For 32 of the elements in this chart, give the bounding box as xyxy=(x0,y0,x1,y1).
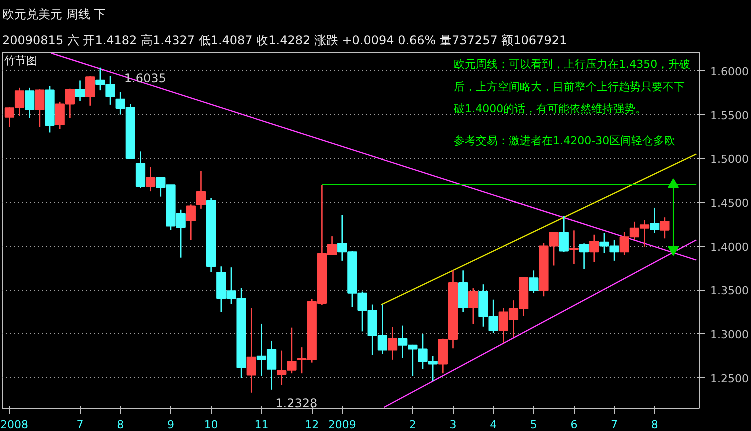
chart-subtitle: 20090815 六 开1.4182 高1.4327 低1.4087 收1.4282 涨跌 +0.0094 0.66% 量737257 额1067921 xyxy=(2,34,568,48)
annotation: 破1.4000的话，有可能依然维持强势。 xyxy=(453,102,647,116)
y-tick-label: 1.5500 xyxy=(710,109,749,122)
x-tick-label: 6 xyxy=(570,418,578,431)
y-tick-label: 1.5000 xyxy=(710,153,749,166)
annotation: 欧元周线：可以看到，上行压力在1.4350，升破 xyxy=(454,58,691,71)
x-tick-label: 2 xyxy=(409,418,416,431)
x-tick-label: 5 xyxy=(530,418,538,431)
annotation: 1.6035 xyxy=(124,71,166,86)
x-tick-label: 4 xyxy=(490,418,498,431)
x-tick-label: 7 xyxy=(611,418,618,431)
x-tick-label: 12 xyxy=(305,418,320,431)
y-tick-label: 1.3500 xyxy=(710,284,749,298)
annotation: 竹节图 xyxy=(4,54,38,68)
x-tick-label: 8 xyxy=(651,418,658,431)
y-tick-label: 1.6000 xyxy=(710,65,749,78)
x-tick-label: 9 xyxy=(167,418,174,431)
annotation: 参考交易：激进者在1.4200-30区间轻仓多欧 xyxy=(454,134,676,148)
annotation: 后，上方空间略大，目前整个上行趋势只要不下 xyxy=(454,80,686,94)
annotation: 1.2328 xyxy=(276,396,318,410)
y-tick-label: 1.4500 xyxy=(710,196,749,210)
x-tick-label: 7 xyxy=(76,418,84,431)
x-tick-label: 2008 xyxy=(0,418,28,431)
x-tick-label: 2009 xyxy=(328,418,356,431)
x-tick-label: 8 xyxy=(117,418,124,431)
x-tick-label: 10 xyxy=(204,418,218,431)
y-tick-label: 1.4000 xyxy=(710,240,749,254)
chart-title: 欧元兑美元 周线 下 xyxy=(2,8,106,22)
y-tick-label: 1.2500 xyxy=(710,372,749,386)
x-tick-label: 3 xyxy=(450,418,457,431)
y-tick-label: 1.3000 xyxy=(710,328,749,342)
x-tick-label: 11 xyxy=(254,418,269,431)
